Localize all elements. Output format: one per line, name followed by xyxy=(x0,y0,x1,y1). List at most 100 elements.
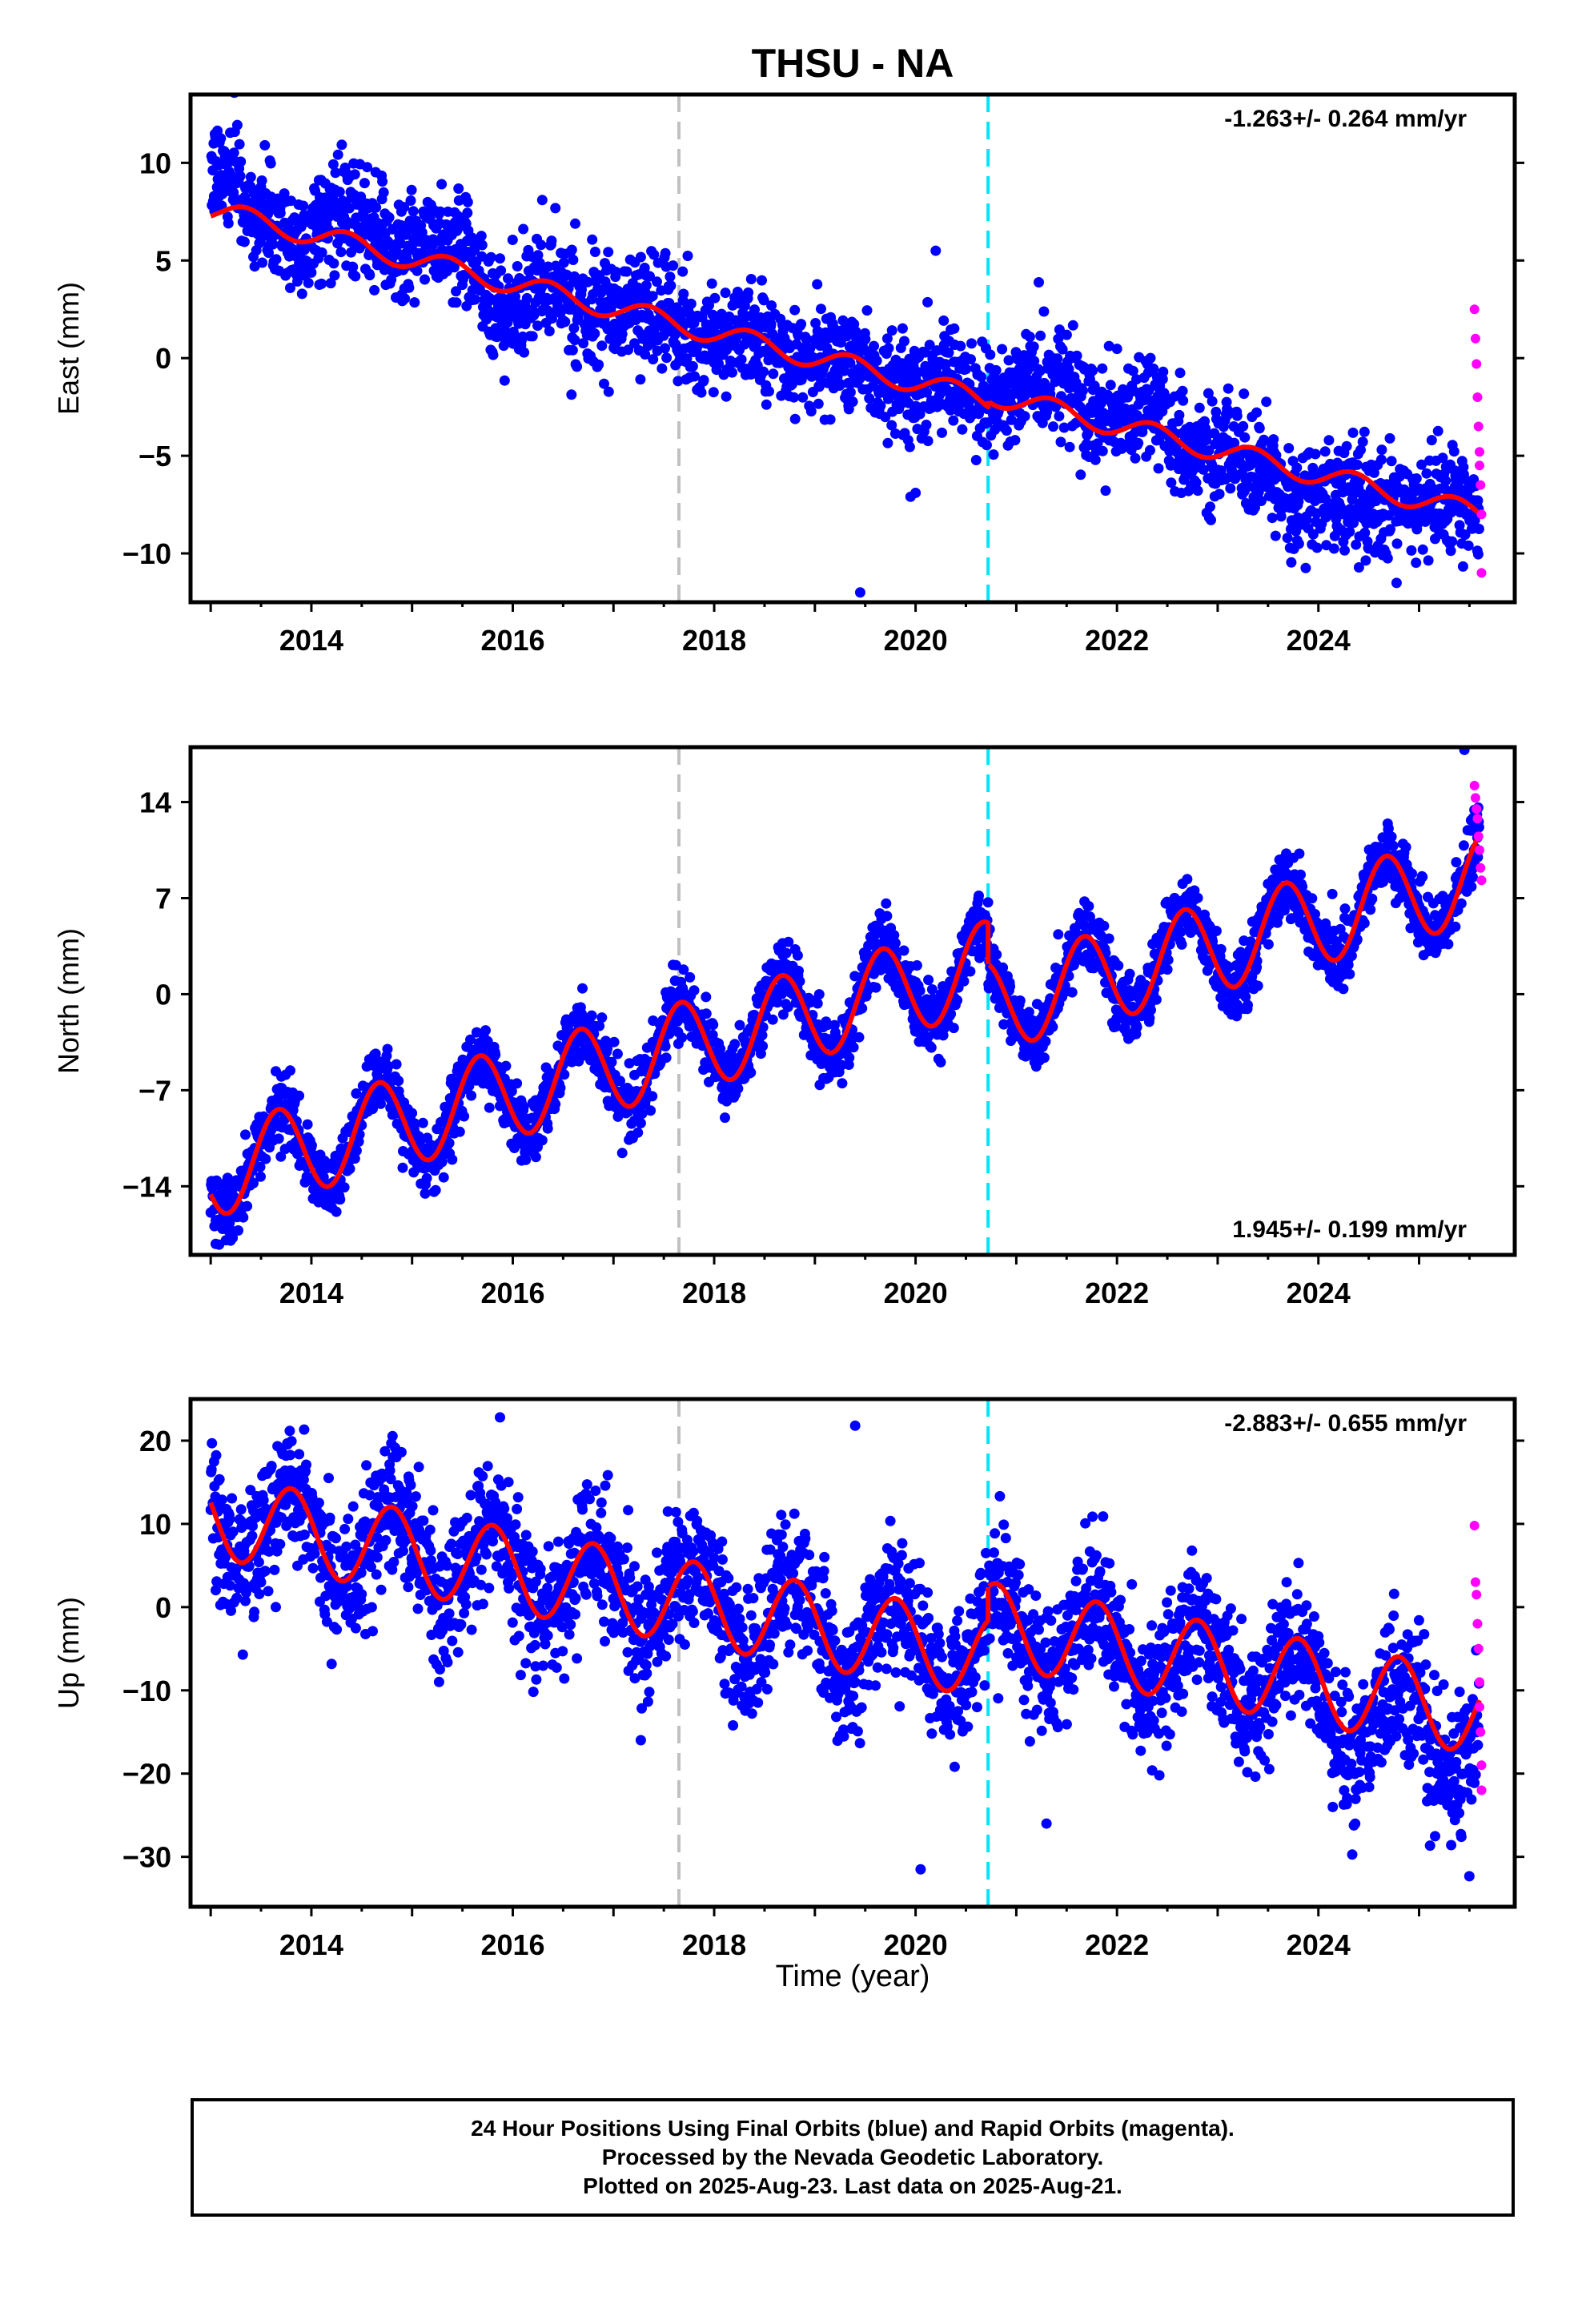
data-point xyxy=(233,1225,243,1236)
data-point xyxy=(542,1123,553,1134)
data-point xyxy=(715,1043,726,1055)
data-point xyxy=(923,975,934,986)
data-point xyxy=(767,1014,778,1025)
data-point xyxy=(708,387,719,398)
data-point xyxy=(645,1105,656,1116)
data-point xyxy=(796,319,807,330)
data-point xyxy=(1205,501,1215,513)
data-point xyxy=(334,187,345,198)
data-point xyxy=(1469,515,1480,526)
data-point xyxy=(924,340,935,351)
y-ticks xyxy=(181,161,1524,555)
data-point xyxy=(850,326,861,337)
data-point xyxy=(661,1052,672,1063)
data-point xyxy=(861,305,873,316)
data-point xyxy=(327,159,339,170)
data-point xyxy=(420,1188,431,1199)
data-point xyxy=(1351,459,1363,470)
data-point xyxy=(306,267,317,278)
data-point xyxy=(234,139,245,150)
data-point xyxy=(298,200,309,211)
data-point xyxy=(267,239,279,250)
data-point xyxy=(377,176,388,187)
data-point xyxy=(555,1083,566,1093)
data-point xyxy=(296,288,307,300)
data-point xyxy=(805,406,817,417)
data-point xyxy=(499,375,510,386)
data-point xyxy=(636,1108,648,1120)
data-point xyxy=(701,1008,712,1019)
outlier-point xyxy=(854,587,865,598)
data-point xyxy=(1251,407,1263,418)
data-point xyxy=(329,270,340,281)
data-point xyxy=(789,413,801,424)
data-point xyxy=(1293,538,1304,549)
data-point xyxy=(635,374,646,385)
data-point xyxy=(881,898,892,909)
data-point xyxy=(1097,445,1108,456)
data-point xyxy=(880,412,891,423)
data-point xyxy=(1255,496,1267,506)
data-point xyxy=(466,1090,477,1101)
data-point xyxy=(848,1042,859,1053)
data-point xyxy=(543,261,554,272)
data-point xyxy=(1386,456,1397,467)
data-point xyxy=(648,249,660,260)
data-point xyxy=(673,376,684,387)
data-point xyxy=(527,331,538,342)
data-point xyxy=(857,1003,868,1014)
data-point xyxy=(265,158,276,169)
data-point xyxy=(506,1086,517,1097)
data-point xyxy=(303,277,314,288)
data-point xyxy=(215,133,227,144)
data-point xyxy=(1071,350,1082,361)
data-point xyxy=(1054,324,1065,336)
data-point xyxy=(257,257,268,268)
data-point xyxy=(1353,562,1364,573)
data-point xyxy=(853,1031,865,1043)
data-point xyxy=(570,218,580,229)
data-point xyxy=(1406,545,1417,556)
data-point xyxy=(407,1108,418,1119)
final-orbit-points xyxy=(205,747,1484,1250)
data-point xyxy=(1023,1007,1034,1018)
data-point xyxy=(816,304,826,315)
x-tick-label: 2018 xyxy=(682,624,746,657)
data-point xyxy=(781,947,792,959)
data-point xyxy=(1038,306,1050,317)
data-point xyxy=(369,284,380,296)
data-point xyxy=(1229,437,1240,448)
data-point xyxy=(1028,341,1039,352)
data-point xyxy=(952,995,963,1006)
y-tick-label: 5 xyxy=(155,244,171,277)
data-point xyxy=(259,139,271,151)
data-point xyxy=(420,274,430,285)
data-point xyxy=(279,188,290,199)
data-point xyxy=(248,1177,259,1188)
data-point xyxy=(285,283,295,293)
data-point xyxy=(255,1171,266,1182)
data-point xyxy=(560,316,571,328)
data-point xyxy=(1214,489,1225,500)
data-point xyxy=(946,1008,957,1019)
rapid-point xyxy=(1473,421,1484,432)
rapid-point xyxy=(1476,480,1486,490)
data-point xyxy=(1460,529,1471,541)
data-point xyxy=(1463,540,1474,551)
data-point xyxy=(239,236,250,247)
data-point xyxy=(1055,436,1066,448)
data-point xyxy=(1307,529,1319,540)
data-point xyxy=(1472,549,1484,560)
data-point xyxy=(783,936,794,947)
data-point xyxy=(886,325,897,336)
outlier-point xyxy=(905,491,916,502)
rapid-point xyxy=(1476,568,1487,578)
data-point xyxy=(359,178,370,189)
data-point xyxy=(240,1129,251,1140)
data-point xyxy=(813,398,824,409)
data-point xyxy=(566,244,577,255)
data-point xyxy=(685,298,697,309)
data-point xyxy=(813,989,825,1000)
data-point xyxy=(1127,365,1138,376)
data-point xyxy=(1238,420,1249,432)
